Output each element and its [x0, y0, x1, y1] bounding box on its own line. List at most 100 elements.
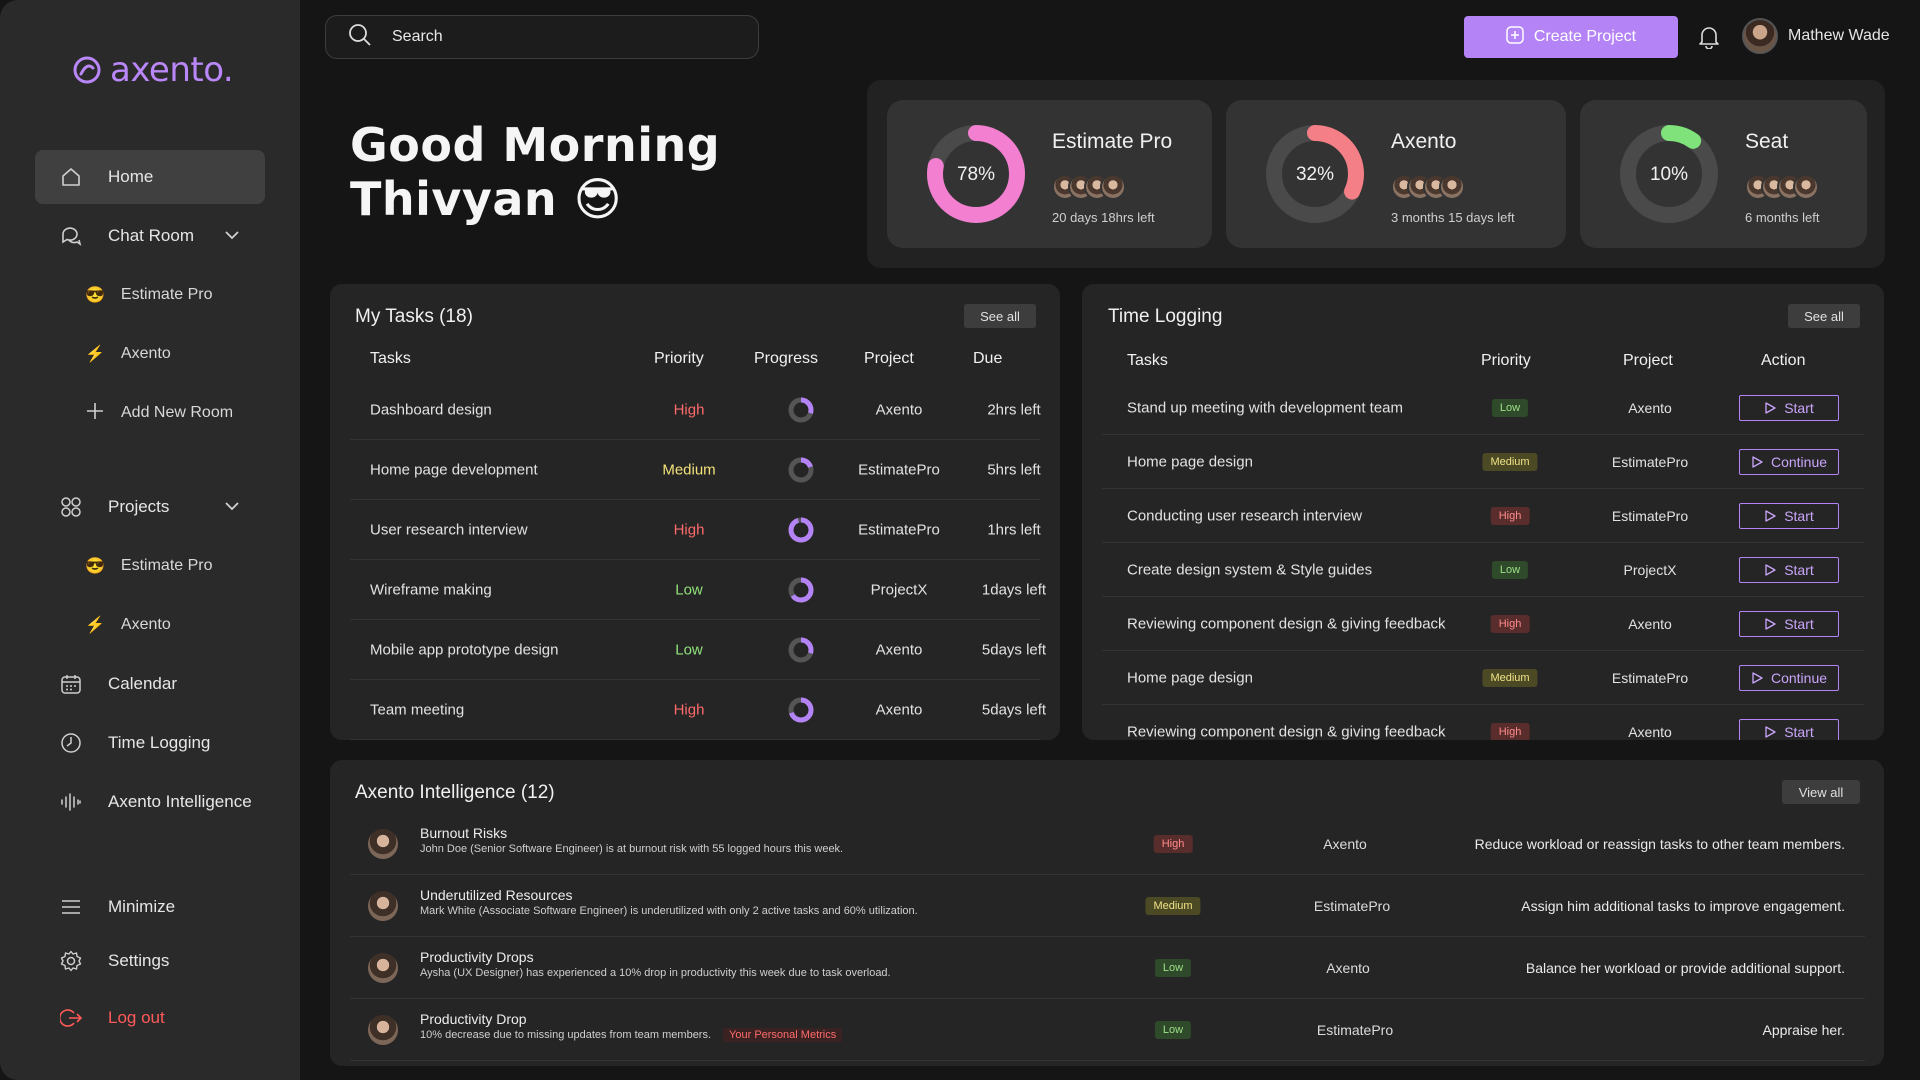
progress-donut — [785, 394, 817, 431]
nav-intelligence[interactable]: Axento Intelligence — [35, 775, 265, 829]
chat-room-label: Estimate Pro — [120, 286, 213, 303]
chat-room-item[interactable]: ⚡ Axento — [85, 334, 171, 374]
search-input[interactable]: Search — [325, 15, 759, 59]
progress-percent: 32% — [1296, 164, 1334, 185]
progress-donut — [785, 574, 817, 611]
project-name: EstimatePro — [858, 521, 940, 538]
column-header: Action — [1761, 352, 1806, 369]
table-row[interactable]: Wireframe making Low ProjectX 1days left — [350, 560, 1046, 620]
due-label: 5days left — [981, 701, 1047, 718]
project-name: Axento — [1323, 835, 1367, 852]
nav-chat-room[interactable]: Chat Room — [35, 209, 265, 263]
nav-time-logging[interactable]: Time Logging — [35, 716, 265, 770]
project-card[interactable]: 78% Estimate Pro 20 days 18hrs left — [887, 100, 1212, 248]
action-button[interactable]: Start — [1739, 610, 1839, 637]
chevron-down-icon[interactable] — [223, 226, 241, 249]
project-name: Axento — [875, 701, 923, 718]
list-item[interactable]: Productivity Drops Aysha (UX Designer) h… — [350, 937, 1865, 999]
project-name: EstimatePro — [1611, 669, 1689, 686]
avatar — [368, 829, 398, 859]
column-header: Tasks — [370, 350, 411, 367]
panel-title: Time Logging — [1108, 306, 1223, 327]
project-name: Axento — [1628, 723, 1672, 740]
insight-description-text: Mark White (Associate Software Engineer)… — [420, 905, 918, 917]
due-label: 1days left — [981, 581, 1047, 598]
nav-time-logging-label: Time Logging — [108, 733, 211, 752]
brand-name: axento. — [110, 50, 234, 90]
table-row[interactable]: Reviewing component design & giving feed… — [1102, 705, 1864, 740]
search-icon — [348, 23, 372, 52]
progress-donut — [785, 514, 817, 551]
table-row[interactable]: Home page development Medium EstimatePro… — [350, 440, 1041, 500]
chevron-down-icon[interactable] — [223, 497, 241, 520]
brand-logo[interactable]: axento. — [72, 50, 234, 90]
chat-room-item[interactable]: 😎 Estimate Pro — [85, 275, 213, 315]
table-row[interactable]: Conducting user research interview High … — [1102, 489, 1864, 543]
view-all-button[interactable]: View all — [1782, 780, 1860, 804]
nav-home[interactable]: Home — [35, 150, 265, 204]
table-row[interactable]: Home page design Medium EstimatePro Cont… — [1102, 651, 1864, 705]
project-card[interactable]: 10% Seat 6 months left — [1580, 100, 1867, 248]
grid-icon — [60, 496, 82, 518]
waveform-icon — [60, 791, 82, 813]
priority-label: Medium — [662, 461, 716, 478]
task-name: Create design system & Style guides — [1127, 561, 1373, 578]
minimize-label: Minimize — [108, 897, 176, 916]
logout-button[interactable]: Log out — [35, 991, 265, 1045]
priority-label: Low — [675, 581, 703, 598]
insight-description: John Doe (Senior Software Engineer) is a… — [420, 843, 843, 855]
table-row[interactable]: Reviewing component design & giving feed… — [1102, 597, 1864, 651]
nav-calendar[interactable]: Calendar — [35, 657, 265, 711]
bell-icon[interactable] — [1698, 25, 1720, 54]
team-avatars — [1052, 174, 1126, 200]
team-avatars — [1745, 174, 1819, 200]
project-name: Axento — [1628, 615, 1672, 632]
minimize-button[interactable]: Minimize — [35, 880, 265, 934]
priority-badge: High — [1490, 614, 1530, 633]
table-row[interactable]: Create design system & Style guides Low … — [1102, 543, 1864, 597]
project-item[interactable]: 😎 Estimate Pro — [85, 546, 213, 586]
user-menu[interactable]: Mathew Wade — [1742, 18, 1890, 54]
table-row[interactable]: User research interview High EstimatePro… — [350, 500, 1041, 560]
action-button[interactable]: Start — [1739, 556, 1839, 583]
action-button[interactable]: Start — [1739, 718, 1839, 740]
add-room-button[interactable]: Add New Room — [85, 393, 233, 433]
column-header: Due — [973, 350, 1003, 367]
see-all-button[interactable]: See all — [1788, 304, 1860, 328]
project-item[interactable]: ⚡ Axento — [85, 605, 171, 645]
task-name: Reviewing component design & giving feed… — [1127, 615, 1446, 632]
see-all-button[interactable]: See all — [964, 304, 1036, 328]
project-card[interactable]: 32% Axento 3 months 15 days left — [1226, 100, 1566, 248]
table-row[interactable]: Mobile app prototype design Low Axento 5… — [350, 620, 1046, 680]
nav-projects[interactable]: Projects — [35, 480, 265, 534]
nav-home-label: Home — [108, 167, 154, 186]
project-name: Estimate Pro — [1052, 130, 1173, 153]
time-left: 6 months left — [1745, 210, 1820, 225]
column-header: Project — [864, 350, 914, 367]
table-row[interactable]: Stand up meeting with development team L… — [1102, 381, 1864, 435]
action-label: Continue — [1770, 669, 1828, 686]
table-row[interactable]: Home page design Medium EstimatePro Cont… — [1102, 435, 1864, 489]
action-button[interactable]: Continue — [1739, 448, 1839, 475]
avatar — [1100, 174, 1126, 200]
nav-settings[interactable]: Settings — [35, 934, 265, 988]
table-row[interactable]: Team meeting High Axento 5days left — [350, 680, 1046, 740]
project-name: Axento — [1628, 399, 1672, 416]
action-button[interactable]: Start — [1739, 502, 1839, 529]
action-button[interactable]: Continue — [1739, 664, 1839, 691]
list-item[interactable]: Burnout Risks John Doe (Senior Software … — [350, 813, 1865, 875]
priority-badge: High — [1153, 834, 1193, 853]
project-name: EstimatePro — [1611, 507, 1689, 524]
priority-label: Low — [675, 641, 703, 658]
project-name: Axento — [875, 641, 923, 658]
create-project-button[interactable]: Create Project — [1464, 16, 1678, 58]
action-button[interactable]: Start — [1739, 394, 1839, 421]
progress-ring: 78% — [927, 125, 1025, 223]
insight-description-text: 10% decrease due to missing updates from… — [420, 1029, 712, 1041]
list-item[interactable]: Productivity Drop 10% decrease due to mi… — [350, 999, 1865, 1061]
list-item[interactable]: Underutilized Resources Mark White (Asso… — [350, 875, 1865, 937]
time-left: 20 days 18hrs left — [1052, 210, 1155, 225]
metric-tag[interactable]: Your Personal Metrics — [723, 1028, 843, 1042]
play-icon — [1765, 401, 1776, 414]
table-row[interactable]: Dashboard design High Axento 2hrs left — [350, 380, 1041, 440]
